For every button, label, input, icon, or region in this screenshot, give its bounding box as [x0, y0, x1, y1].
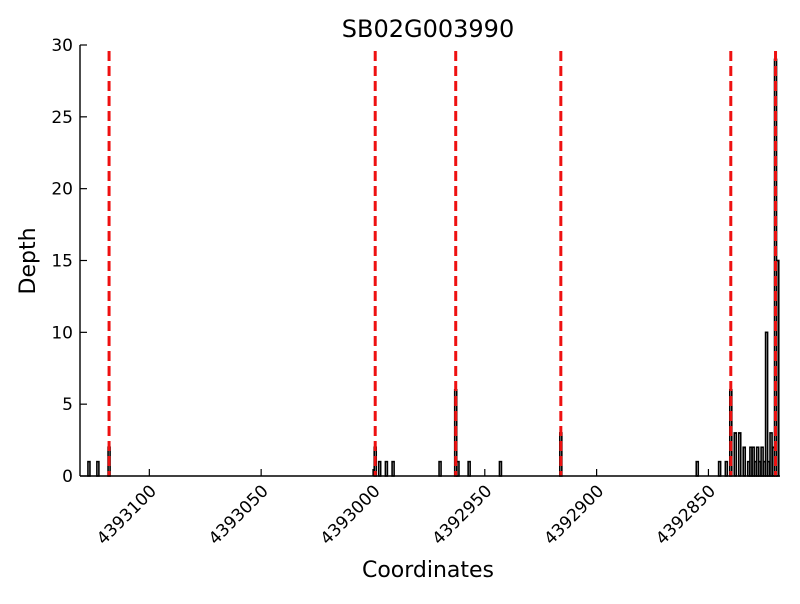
depth-bar [87, 460, 91, 477]
chart-title: SB02G003990 [342, 15, 514, 43]
depth-bar [438, 460, 442, 477]
depth-bar [764, 331, 769, 477]
depth-bar [737, 432, 742, 477]
y-tick-label: 10 [51, 323, 73, 343]
y-tick-label: 25 [51, 108, 73, 128]
depth-bar [391, 460, 395, 477]
depth-bar [724, 460, 729, 477]
depth-bar [467, 460, 471, 477]
depth-bar [96, 460, 100, 477]
depth-bar [384, 460, 389, 477]
depth-bar [456, 460, 460, 477]
markers-layer [107, 51, 778, 476]
y-tick-label: 30 [51, 36, 73, 56]
depth-bar [733, 432, 738, 477]
y-tick-label: 0 [62, 467, 73, 487]
depth-bar [377, 460, 382, 477]
x-axis-label: Coordinates [362, 558, 494, 583]
y-tick-label: 15 [51, 252, 73, 272]
y-tick-label: 5 [62, 395, 73, 415]
depth-bar [717, 460, 722, 477]
depth-bar [559, 432, 563, 477]
depth-bar [498, 460, 503, 477]
y-axis-label: Depth [16, 227, 41, 294]
depth-bar [742, 446, 747, 477]
y-tick-label: 20 [51, 180, 73, 200]
depth-bar [775, 259, 780, 477]
depth-bar [695, 460, 700, 477]
